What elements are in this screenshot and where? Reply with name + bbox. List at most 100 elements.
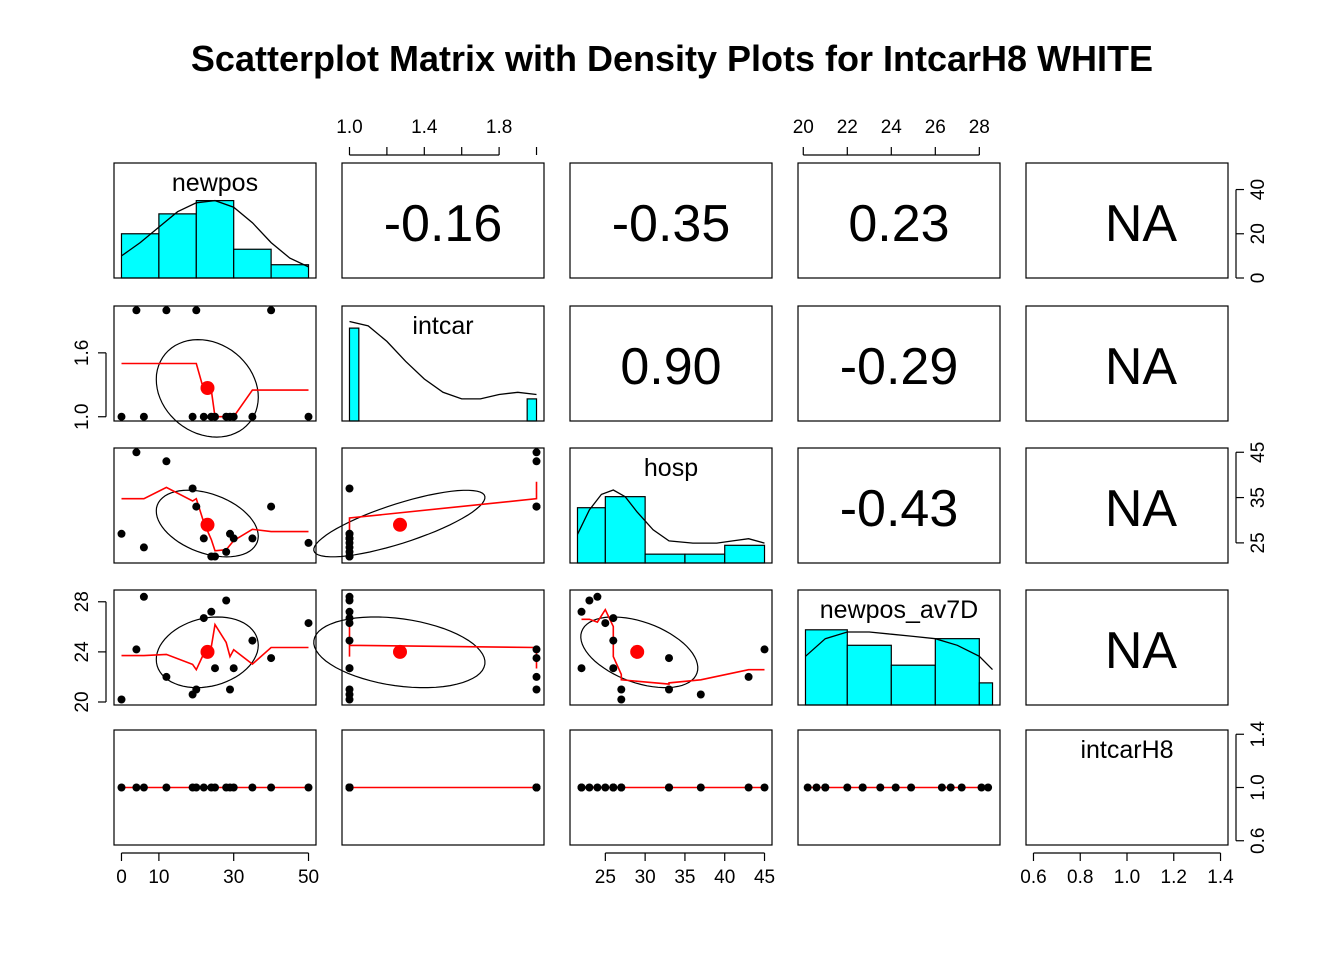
smooth-line [121,622,309,672]
data-point [744,783,753,792]
data-point [744,672,753,681]
panel-r1-c1: intcar [341,305,545,422]
data-point [907,783,916,792]
tick-label: 45 [754,867,775,888]
x-axis-newpos: 0 10 30 50 [116,852,319,888]
smooth-line [121,486,309,552]
data-point [821,783,830,792]
tick-label: 0.6 [1248,828,1269,854]
histogram-bar [644,553,686,564]
data-point [609,664,618,673]
data-point [304,783,313,792]
density-curve [576,489,765,544]
data-point [609,636,618,645]
tick-label: 20 [1248,223,1269,244]
data-point [199,534,208,543]
data-point [267,783,276,792]
data-point [803,783,812,792]
panel-frame [797,305,1001,422]
tick-label: 25 [1248,532,1269,553]
data-point [585,783,594,792]
data-point [139,412,148,421]
data-point [601,783,610,792]
tick-label: 35 [674,867,695,888]
tick-label: 1.0 [336,117,362,138]
variable-name-label: hosp [644,454,698,482]
correlation-value: NA [1105,622,1178,680]
panel-r2-c2: hosp [569,447,773,564]
tick-label: 35 [1248,487,1269,508]
tick-label: 30 [223,867,244,888]
data-point [617,695,626,704]
data-point [139,592,148,601]
data-point [304,538,313,547]
data-point [132,645,141,654]
mean-point [630,644,645,659]
tick-label: 28 [72,591,93,612]
data-point [532,654,541,663]
correlation-value: NA [1105,195,1178,253]
variable-name-label: newpos [172,169,258,197]
data-point [267,502,276,511]
panel-r1-c2: 0.90 [569,305,773,422]
tick-label: 1.2 [1161,867,1187,888]
data-point [222,547,231,556]
data-point [876,783,885,792]
data-point [345,547,354,556]
data-point [345,664,354,673]
mean-point [200,381,215,395]
data-point [192,783,201,792]
data-point [248,636,257,645]
data-point [609,614,618,623]
panel-frame [1025,447,1229,564]
data-point [858,783,867,792]
tick-label: 26 [925,117,946,138]
panel-frame [113,162,317,279]
panel-frame [341,589,545,706]
panel-r2-c1 [313,447,545,564]
data-point [188,412,197,421]
histogram-bar [233,248,272,279]
data-point [577,607,586,616]
data-point [345,685,354,694]
data-point [162,672,171,681]
variable-name-label: newpos_av7D [820,596,978,624]
data-point [345,596,354,605]
panel-frame [569,589,773,706]
data-point [162,457,171,466]
tick-label: 20 [793,117,814,138]
data-point [229,534,238,543]
data-point [162,783,171,792]
histogram-bar [684,553,726,564]
y-axis-newpos_av7D-left: 20 24 28 [72,591,107,713]
data-point [843,783,852,792]
tick-label: 24 [881,117,903,138]
data-point [696,783,705,792]
data-point [304,412,313,421]
correlation-ellipse [313,489,486,558]
correlation-value: NA [1105,480,1178,538]
panel-r3-c2 [569,589,773,706]
data-point [188,484,197,493]
data-point [345,783,354,792]
data-point [248,783,257,792]
tick-label: 1.0 [72,404,93,430]
data-point [248,534,257,543]
histogram-bar [724,544,766,564]
tick-label: 0 [1248,273,1269,284]
tick-label: 0.8 [1067,867,1093,888]
data-point [532,502,541,511]
tick-label: 50 [298,867,319,888]
histogram-bar [978,682,994,706]
data-point [211,664,219,673]
panel-r0-c2: -0.35 [569,162,773,279]
mean-point [200,517,215,532]
panel-frame [113,305,317,422]
data-point [532,645,541,654]
data-point [229,412,238,421]
data-point [117,412,126,421]
data-point [211,552,219,561]
panel-frame [569,305,773,422]
data-point [585,596,594,605]
panel-r0-c4: NA [1025,162,1229,279]
